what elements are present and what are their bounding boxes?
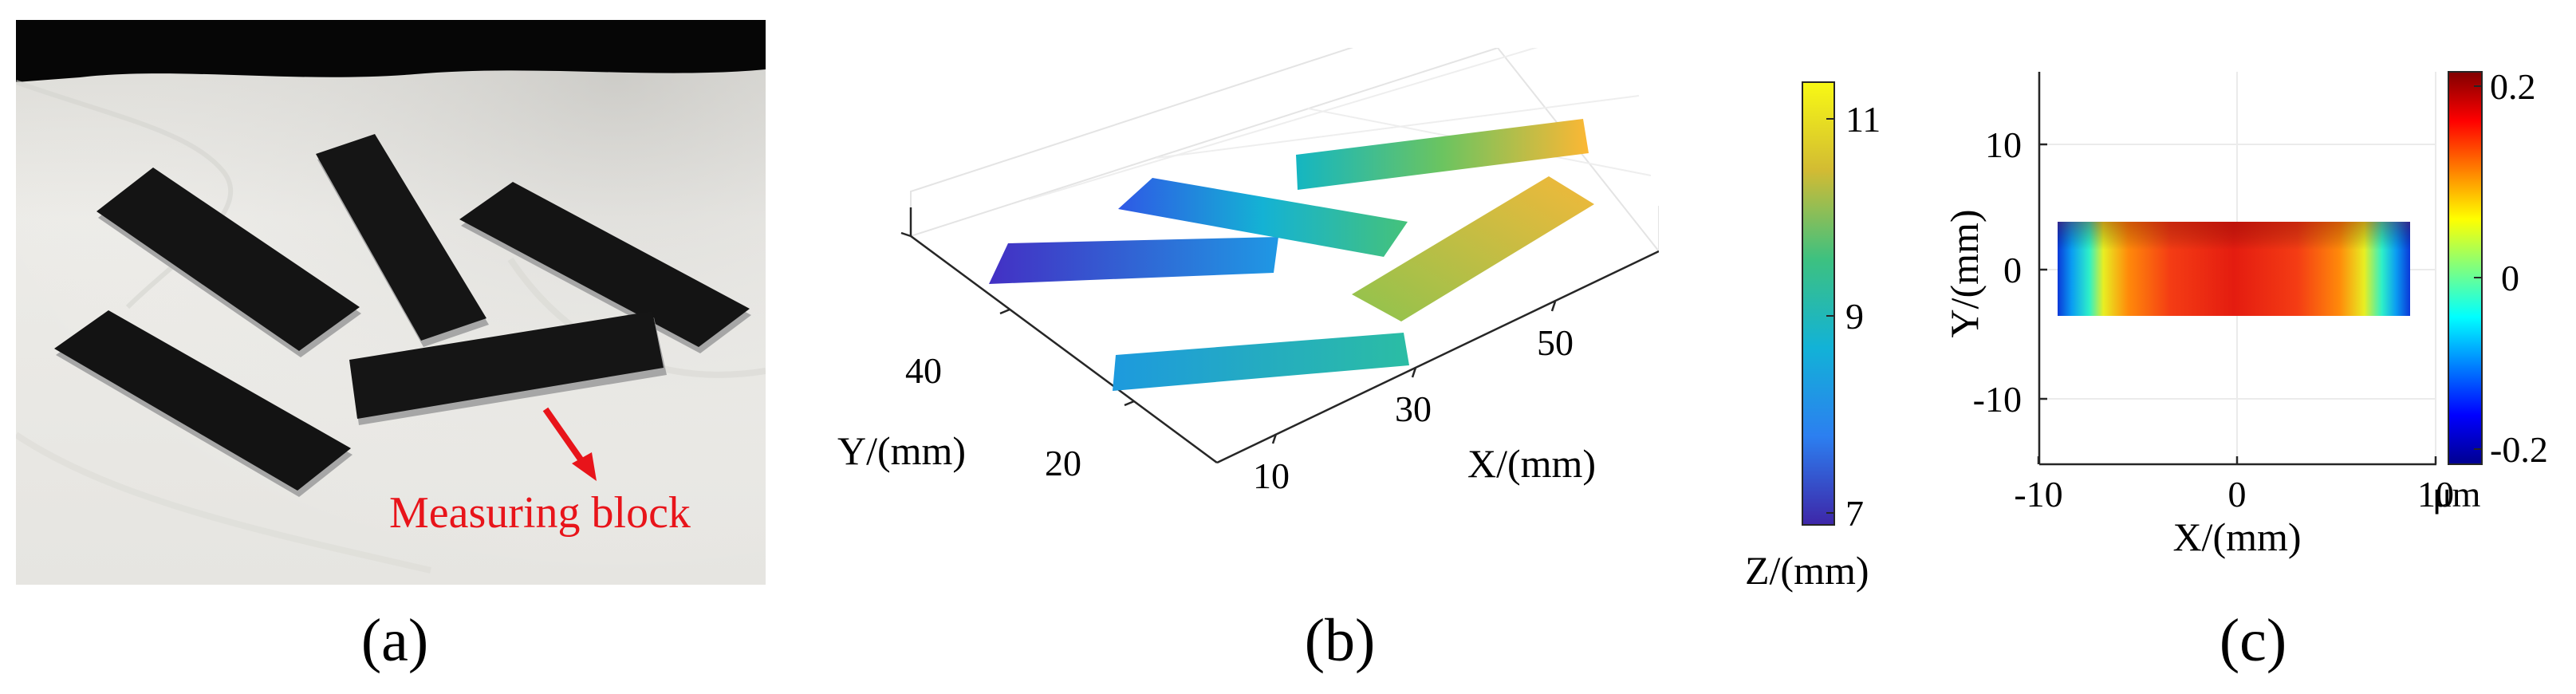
colorbar-b-gradient [1802,81,1835,526]
colorbar-b: 7 9 11 Z/(mm) [1715,76,1906,602]
panel-a-photo: Measuring block [14,20,766,585]
dark-backdrop [16,20,766,82]
axes-lines [900,207,1660,464]
surface-block-4 [1352,176,1594,321]
colorbar-c-tick-neg0.2: -0.2 [2490,429,2548,470]
y-axis-label: Y/(mm) [1942,209,1987,337]
block-4 [54,310,353,497]
surface-block-2 [1118,178,1408,257]
colorbar-b-tick-9: 9 [1845,296,1864,337]
y-tick-40: 40 [905,350,942,391]
surface-block-1 [989,237,1278,284]
colorbar-b-label: Z/(mm) [1745,548,1869,593]
caption-b: (b) [1304,607,1376,674]
x-axis-label: X/(mm) [1467,441,1596,486]
block-2 [316,134,489,347]
x-tick-10: 10 [1253,455,1290,496]
y-tick-20: 20 [1045,443,1081,483]
colorbar-c-unit: μm [2432,474,2481,515]
photo-measuring-blocks: Measuring block [14,20,766,585]
surface-3d-plot: 40 20 10 30 50 Y/(mm) X/(mm) [837,0,1660,496]
arrow-head-icon [572,452,597,481]
colorbar-b-tick-11: 11 [1845,99,1881,140]
annotation-arrow [542,407,588,467]
surface-block-3 [1113,333,1409,391]
heatmap-axes [2037,72,2437,466]
colorbar-c-tick-0.2: 0.2 [2490,66,2536,107]
y-tick-neg10: -10 [1973,379,2022,420]
y-axis-label: Y/(mm) [837,428,966,473]
block-3 [459,182,751,353]
caption-a: (a) [360,607,429,674]
x-tick-0: 0 [2228,474,2247,515]
annotation-label: Measuring block [389,488,691,538]
block-1 [97,168,361,357]
y-tick-0: 0 [2003,250,2022,290]
heatmap-plot: 10 0 -10 -10 0 10 X/(mm) Y/(mm) 0.2 0 -0… [1942,66,2548,559]
colorbar-c-gradient [2448,71,2483,465]
x-tick-50: 50 [1537,322,1574,363]
block-5 [349,311,667,425]
surface-block-5 [1296,119,1589,190]
x-tick-neg10: -10 [2014,474,2062,515]
caption-c: (c) [2219,607,2287,674]
panel-b-3d-chart: 40 20 10 30 50 Y/(mm) X/(mm) [821,0,1660,606]
y-tick-10: 10 [1985,124,2022,165]
colorbar-b-tick-7: 7 [1845,493,1864,534]
panel-c-heatmap: 10 0 -10 -10 0 10 X/(mm) Y/(mm) 0.2 0 -0… [1930,48,2576,574]
x-axis-label: X/(mm) [2172,515,2301,559]
x-tick-30: 30 [1395,388,1432,429]
x-tick-10: 10 [2417,474,2454,515]
colorbar-c-tick-0: 0 [2501,258,2519,298]
